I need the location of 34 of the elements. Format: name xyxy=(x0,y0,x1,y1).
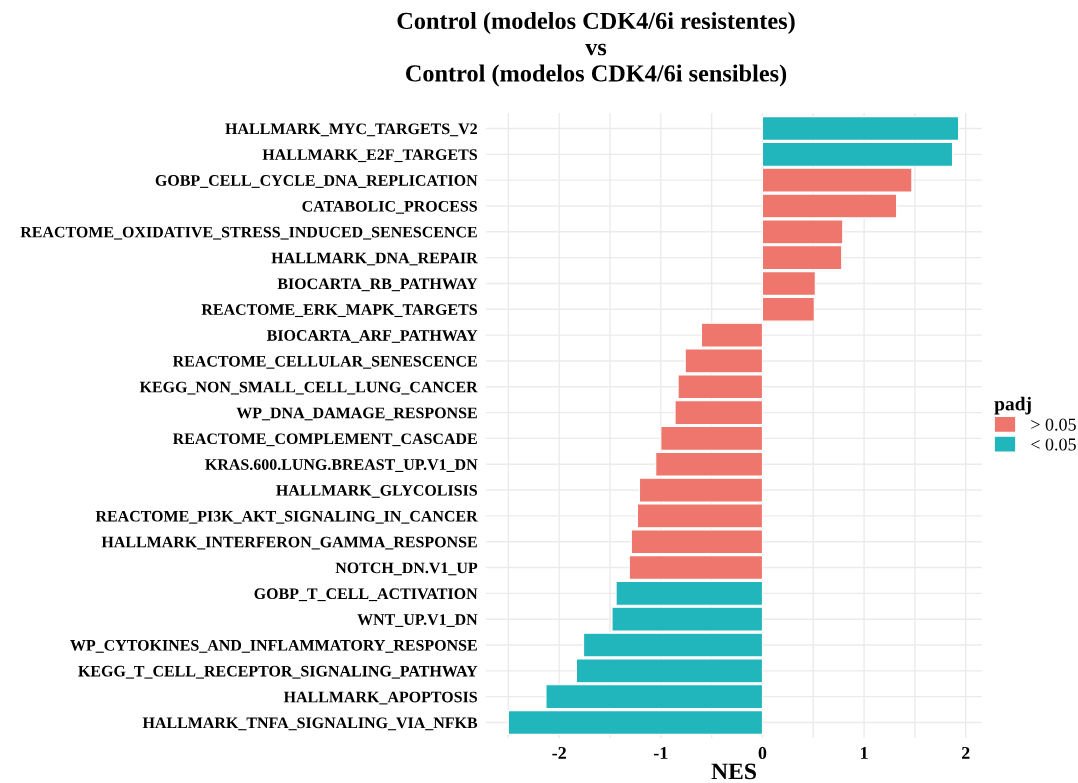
y-tick-label: HALLMARK_MYC_TARGETS_V2 xyxy=(225,123,477,137)
y-tick-label: REACTOME_COMPLEMENT_CASCADE xyxy=(172,433,477,447)
y-tick-label: WP_CYTOKINES_AND_INFLAMMATORY_RESPONSE xyxy=(70,639,477,653)
legend-label: < 0.05 xyxy=(1031,438,1076,451)
x-tick-label: 2 xyxy=(961,746,970,759)
legend-label: > 0.05 xyxy=(1031,418,1076,431)
x-tick-label: -2 xyxy=(552,746,566,759)
y-tick-label: GOBP_CELL_CYCLE_DNA_REPLICATION xyxy=(155,175,478,188)
y-tick-label: HALLMARK_E2F_TARGETS xyxy=(262,149,477,163)
y-tick-label: HALLMARK_INTERFERON_GAMMA_RESPONSE xyxy=(101,536,477,550)
y-tick-label: KRAS.600.LUNG.BREAST_UP.V1_DN xyxy=(205,459,478,472)
legend-title: padj xyxy=(994,396,1031,415)
y-tick-label: KEGG_NON_SMALL_CELL_LUNG_CANCER xyxy=(139,381,478,395)
x-axis-title: NES xyxy=(711,763,756,780)
y-tick-label: REACTOME_OXIDATIVE_STRESS_INDUCED_SENESCENCE xyxy=(20,226,477,240)
y-tick-label: REACTOME_ERK_MAPK_TARGETS xyxy=(201,304,477,318)
chart-title: Control (modelos CDK4/6i resistentes) vs Control (modelos CDK4/6i sensibles) xyxy=(397,12,795,87)
y-tick-label: REACTOME_PI3K_AKT_SIGNALING_IN_CANCER xyxy=(95,510,478,524)
y-tick-label: WP_DNA_DAMAGE_RESPONSE xyxy=(236,407,477,421)
y-tick-label: BIOCARTA_RB_PATHWAY xyxy=(277,278,478,292)
y-tick-label: KEGG_T_CELL_RECEPTOR_SIGNALING_PATHWAY xyxy=(78,665,478,679)
y-tick-label: HALLMARK_APOPTOSIS xyxy=(283,691,477,705)
x-tick-label: 0 xyxy=(758,746,767,760)
y-tick-label: GOBP_T_CELL_ACTIVATION xyxy=(254,588,478,602)
x-tick-label: -1 xyxy=(653,746,668,759)
x-tick-label: 1 xyxy=(861,746,868,759)
y-tick-label: BIOCARTA_ARF_PATHWAY xyxy=(266,330,478,343)
y-tick-label: NOTCH_DN.V1_UP xyxy=(335,562,478,576)
y-tick-label: CATABOLIC_PROCESS xyxy=(302,200,477,214)
y-tick-label: WNT_UP.V1_DN xyxy=(357,614,478,627)
y-tick-label: HALLMARK_GLYCOLISIS xyxy=(276,485,477,498)
y-tick-label: HALLMARK_DNA_REPAIR xyxy=(271,252,478,266)
y-tick-label: HALLMARK_TNFA_SIGNALING_VIA_NFKB xyxy=(142,717,478,731)
y-tick-label: REACTOME_CELLULAR_SENESCENCE xyxy=(172,355,477,369)
